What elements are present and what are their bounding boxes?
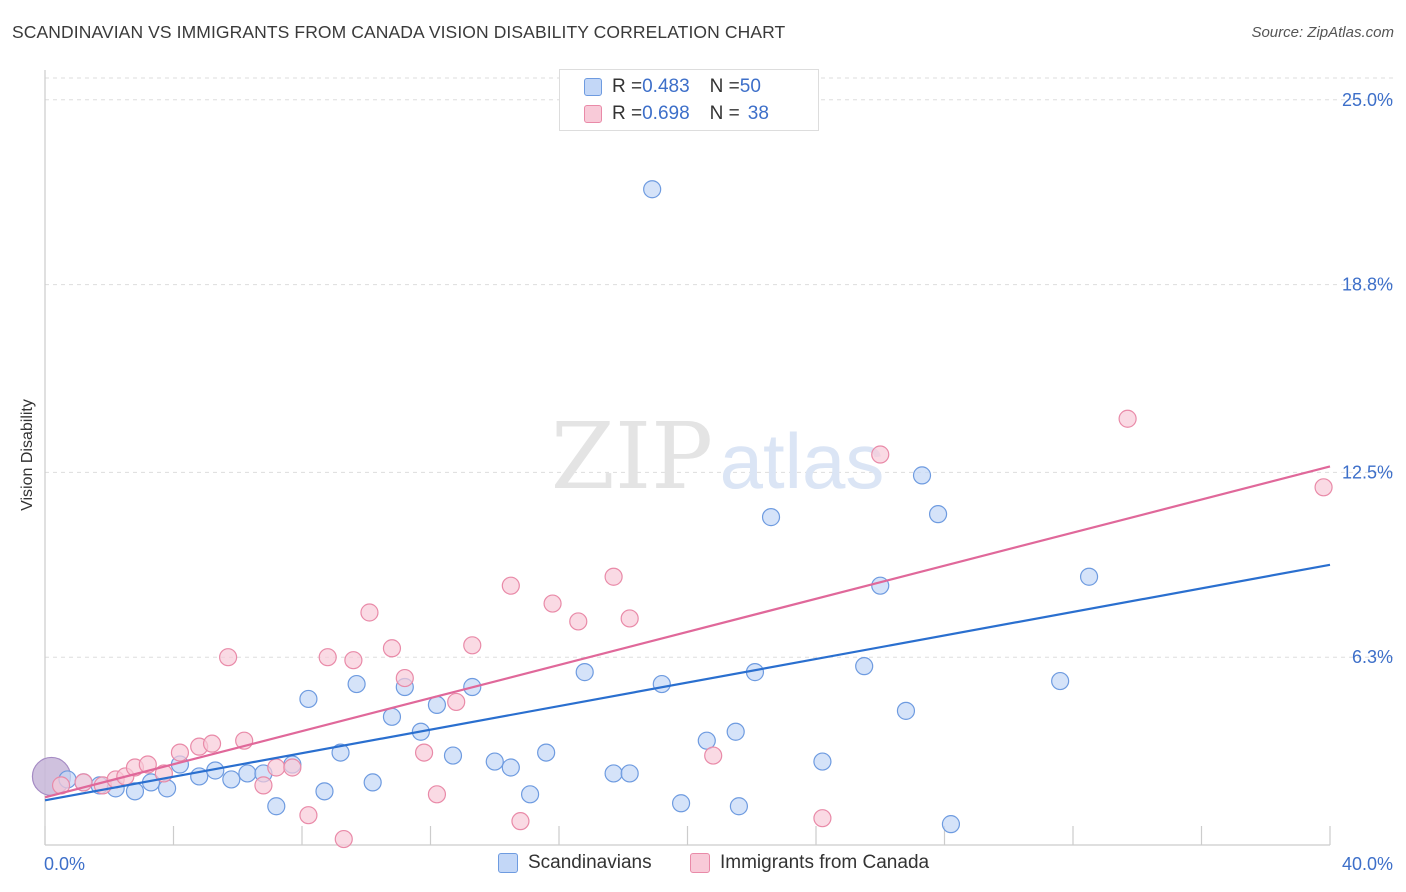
watermark-atlas: atlas bbox=[720, 417, 885, 505]
series-label: Immigrants from Canada bbox=[720, 852, 930, 873]
canada-point bbox=[170, 743, 190, 762]
canada-point bbox=[267, 758, 286, 777]
canada-point bbox=[620, 609, 639, 628]
canada-point bbox=[704, 746, 723, 765]
y-tick-label: 25.0% bbox=[1342, 90, 1393, 110]
canada-point bbox=[427, 785, 447, 804]
source-label: Source: ZipAtlas.com bbox=[1251, 24, 1394, 41]
canada-point bbox=[1118, 409, 1137, 428]
scandinavian-point bbox=[652, 674, 671, 694]
scandinavian-point bbox=[726, 722, 745, 741]
y-tick-label: 6.3% bbox=[1352, 647, 1393, 667]
watermark: ZIP atlas bbox=[551, 403, 884, 510]
scandinavian-point bbox=[813, 752, 832, 771]
canada-point bbox=[1314, 478, 1333, 497]
scandinavian-point bbox=[620, 764, 639, 783]
scandinavian-point bbox=[299, 689, 318, 709]
x-tick-label: 0.0% bbox=[44, 854, 85, 874]
scandinavian-point bbox=[643, 180, 662, 199]
canada-point bbox=[395, 668, 414, 688]
scandinavian-point bbox=[157, 779, 177, 798]
scandinavian-point bbox=[604, 764, 623, 783]
data-points bbox=[31, 180, 1333, 849]
scandinavian-point bbox=[222, 770, 241, 789]
legend-n-label: N = bbox=[709, 76, 740, 97]
canada-point bbox=[569, 612, 588, 631]
canada-point bbox=[871, 445, 890, 464]
scandinavian-point bbox=[1051, 671, 1070, 691]
series-legend-scandinavians: Scandinavians bbox=[498, 852, 652, 874]
series-swatch-pink bbox=[690, 853, 710, 873]
canada-point bbox=[254, 776, 273, 795]
canada-point bbox=[334, 829, 353, 849]
scandinavian-point bbox=[928, 505, 948, 524]
canada-point bbox=[414, 743, 434, 762]
legend-n-label: N = bbox=[709, 103, 740, 124]
scandinavian-point bbox=[315, 782, 334, 801]
y-tick-label: 12.5% bbox=[1342, 462, 1393, 482]
canada-point bbox=[463, 636, 482, 655]
scandinavian-point bbox=[912, 466, 932, 485]
canada-point bbox=[511, 812, 530, 831]
scandinavian-trend-line bbox=[44, 563, 1331, 802]
canada-point bbox=[501, 576, 520, 595]
canada-point bbox=[543, 594, 562, 613]
legend-r-value: 0.698 bbox=[642, 103, 690, 124]
scandinavian-point bbox=[347, 674, 366, 694]
canada-point bbox=[360, 603, 379, 622]
tick-labels: 25.0% 18.8% 12.5% 6.3% 0.0% 40.0% bbox=[44, 90, 1393, 874]
scandinavian-point bbox=[501, 758, 520, 777]
x-tick-label: 40.0% bbox=[1342, 854, 1393, 874]
scandinavian-point bbox=[761, 508, 781, 527]
scandinavian-point bbox=[537, 743, 556, 762]
canada-point bbox=[283, 758, 302, 777]
series-legend-canada: Immigrants from Canada bbox=[690, 852, 929, 874]
canada-point bbox=[299, 806, 318, 825]
canada-point bbox=[318, 648, 337, 667]
series-legend: Scandinavians Immigrants from Canada bbox=[0, 852, 1406, 878]
scandinavian-point bbox=[520, 785, 540, 804]
legend-r-value: 0.483 bbox=[642, 76, 690, 97]
legend-r-label: R = bbox=[612, 103, 643, 124]
scandinavian-point bbox=[267, 797, 286, 816]
scandinavian-point bbox=[382, 707, 402, 726]
scandinavian-point bbox=[485, 752, 504, 771]
series-label: Scandinavians bbox=[528, 852, 652, 873]
scandinavian-point bbox=[363, 773, 382, 792]
scandinavian-point bbox=[671, 794, 691, 813]
legend-r-label: R = bbox=[612, 76, 643, 97]
scandinavian-point bbox=[729, 797, 749, 816]
scandinavian-point bbox=[1079, 567, 1099, 586]
scandinavian-point bbox=[896, 701, 916, 720]
canada-point bbox=[202, 734, 222, 753]
canada-point bbox=[447, 692, 466, 712]
scandinavian-point bbox=[855, 657, 874, 676]
canada-point bbox=[344, 651, 363, 670]
scandinavian-point bbox=[575, 663, 594, 682]
canada-point bbox=[382, 639, 402, 658]
legend-row-scandinavians: R = 0.483 N = 50 bbox=[584, 74, 761, 100]
canada-point bbox=[219, 648, 238, 667]
legend-swatch-blue bbox=[584, 78, 602, 96]
axes bbox=[44, 70, 1331, 846]
legend-n-value: 50 bbox=[739, 76, 761, 97]
trend-lines bbox=[44, 465, 1331, 802]
canada-point bbox=[604, 567, 623, 586]
canada-point bbox=[813, 809, 832, 828]
legend-swatch-pink bbox=[584, 105, 602, 123]
legend-row-canada: R = 0.698 N = 38 bbox=[584, 101, 769, 127]
scandinavian-point bbox=[941, 815, 961, 834]
gridlines bbox=[45, 77, 1395, 658]
chart-title: SCANDINAVIAN VS IMMIGRANTS FROM CANADA V… bbox=[12, 22, 786, 42]
scandinavian-point bbox=[238, 764, 257, 783]
correlation-legend: R = 0.483 N = 50 R = 0.698 N = 38 bbox=[559, 69, 819, 131]
scandinavian-point bbox=[331, 743, 350, 762]
series-swatch-blue bbox=[498, 853, 518, 873]
scandinavian-point bbox=[443, 746, 463, 765]
watermark-zip: ZIP bbox=[551, 403, 713, 510]
legend-n-value: 38 bbox=[747, 103, 769, 124]
y-tick-label: 18.8% bbox=[1342, 275, 1393, 295]
canada-trend-line bbox=[44, 465, 1331, 799]
